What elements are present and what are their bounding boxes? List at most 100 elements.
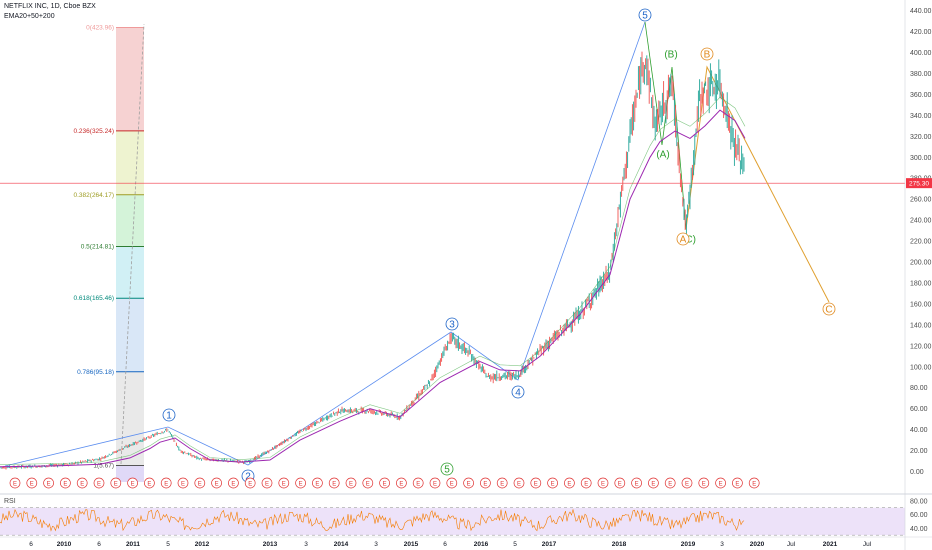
time-tick: 5 xyxy=(166,541,170,548)
earnings-marker xyxy=(194,477,206,489)
earnings-marker-label: E xyxy=(97,482,101,488)
earnings-marker xyxy=(547,477,558,489)
earnings-marker xyxy=(379,477,390,489)
time-tick: 3 xyxy=(304,541,308,548)
fib-trend-line xyxy=(120,23,145,465)
rsi-panel: RSI xyxy=(0,493,932,536)
earnings-marker-label: E xyxy=(483,482,487,488)
earnings-marker-label: E xyxy=(198,482,202,488)
rsi-label: RSI xyxy=(4,498,16,505)
price-tick: 0.00 xyxy=(910,469,924,476)
earnings-marker xyxy=(177,477,189,489)
earnings-marker-label: E xyxy=(551,482,555,488)
time-tick: 2011 xyxy=(126,541,140,548)
fib-zone-base xyxy=(116,465,144,482)
earnings-marker-label: E xyxy=(450,482,454,488)
earnings-marker xyxy=(60,477,71,489)
earnings-marker-label: E xyxy=(752,482,756,488)
earnings-marker-label: E xyxy=(584,482,588,488)
earnings-marker-label: E xyxy=(63,482,67,488)
wave-label: B xyxy=(704,50,711,61)
current-price-badge xyxy=(906,178,932,189)
earnings-marker-label: E xyxy=(702,482,706,488)
earnings-marker-label: E xyxy=(416,482,420,488)
wave-label: 4 xyxy=(515,388,521,399)
earnings-marker xyxy=(211,477,222,489)
earnings-marker-label: E xyxy=(467,482,471,488)
price-tick: 140.00 xyxy=(910,322,932,329)
wave-label: C xyxy=(825,305,832,316)
price-tick: 260.00 xyxy=(910,197,932,204)
wave-label: A xyxy=(680,235,687,246)
time-tick: 2010 xyxy=(57,541,72,548)
time-tick: 2020 xyxy=(750,541,765,548)
earnings-marker xyxy=(278,477,290,489)
earnings-marker-label: E xyxy=(215,482,219,488)
ema-200-line xyxy=(0,109,746,468)
earnings-marker-label: E xyxy=(147,482,151,488)
earnings-marker-label: E xyxy=(383,482,387,488)
price-tick: 400.00 xyxy=(910,50,932,57)
price-tick: 60.00 xyxy=(910,406,928,413)
fib-level-label: 0.5(214.81) xyxy=(81,244,114,251)
earnings-marker-label: E xyxy=(635,482,639,488)
time-tick: 3 xyxy=(374,541,378,548)
earnings-marker xyxy=(244,477,256,489)
earnings-marker xyxy=(631,477,642,489)
earnings-marker-label: E xyxy=(13,482,17,488)
time-tick: 2016 xyxy=(474,541,489,548)
rsi-tick: 40.00 xyxy=(910,526,928,533)
earnings-marker-label: E xyxy=(567,482,571,488)
earnings-marker-label: E xyxy=(80,482,84,488)
earnings-marker xyxy=(446,477,458,489)
price-tick: 360.00 xyxy=(910,92,932,99)
earnings-marker xyxy=(345,477,357,489)
wave-label: 1 xyxy=(166,411,172,422)
earnings-marker xyxy=(396,477,407,489)
earnings-marker xyxy=(43,477,54,489)
wave-label-circle xyxy=(676,232,690,246)
earnings-marker-label: E xyxy=(685,482,689,488)
wave-label-circle xyxy=(511,385,525,399)
earnings-marker-label: E xyxy=(282,482,286,488)
price-tick: 80.00 xyxy=(910,385,928,392)
price-tick: 220.00 xyxy=(910,239,932,246)
wave-label-circle xyxy=(440,462,454,476)
ema-50-line xyxy=(0,96,746,465)
earnings-marker xyxy=(580,477,592,489)
impulse-wave-line xyxy=(4,21,646,467)
time-tick: 2021 xyxy=(823,541,838,548)
price-axis[interactable]: 440.00 420.00 400.00 380.00 360.00 340.00 320.… xyxy=(904,0,932,550)
fib-zone xyxy=(116,194,144,247)
earnings-marker xyxy=(328,477,340,489)
earnings-marker xyxy=(110,477,122,489)
earnings-marker-label: E xyxy=(651,482,655,488)
fib-level-label: 0.382(264.17) xyxy=(74,192,114,199)
fib-zone xyxy=(116,298,144,372)
earnings-marker-label: E xyxy=(231,482,235,488)
time-tick: 3 xyxy=(720,541,724,548)
earnings-marker xyxy=(648,477,659,489)
wave-label: 5 xyxy=(642,11,648,22)
earnings-marker-label: E xyxy=(265,482,269,488)
price-tick: 20.00 xyxy=(910,448,928,455)
price-candles xyxy=(0,51,745,470)
earnings-marker-label: E xyxy=(517,482,521,488)
symbol-line: NETFLIX INC, 1D, Cboe BZX xyxy=(4,3,96,10)
earnings-marker-label: E xyxy=(500,482,504,488)
time-axis[interactable]: 6 2010 6 2011 5 2012 2013 3 2014 3 2015 6 2016 5 2017 2… xyxy=(0,536,932,548)
wave-label: (B) xyxy=(664,50,677,61)
earnings-marker-label: E xyxy=(181,482,185,488)
earnings-marker-label: E xyxy=(114,482,118,488)
earnings-marker xyxy=(664,477,676,489)
fib-level-label: 0.618(165.46) xyxy=(74,295,114,302)
indicator-line: EMA20+50+200 xyxy=(4,13,55,20)
fibonacci-retracement[interactable]: 0(423.96) 0.236(325.24) 0.382(264.17) 0.5(2… xyxy=(74,23,145,482)
rsi-tick: 80.00 xyxy=(910,498,928,505)
earnings-marker xyxy=(597,477,609,489)
price-tick: 100.00 xyxy=(910,364,932,371)
time-tick: 2017 xyxy=(542,541,557,548)
